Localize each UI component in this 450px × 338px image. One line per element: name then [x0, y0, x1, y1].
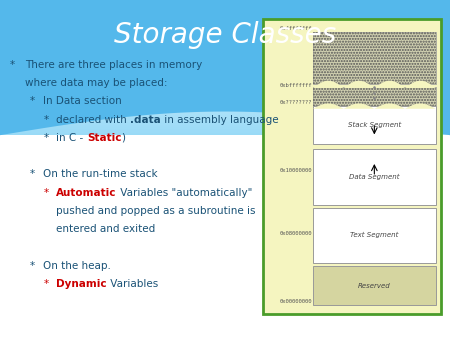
Text: Variables "automatically": Variables "automatically" — [117, 188, 252, 198]
Text: 0xbfffffff: 0xbfffffff — [279, 82, 312, 88]
PathPatch shape — [405, 103, 436, 109]
FancyBboxPatch shape — [263, 19, 441, 314]
Text: Dynamic: Dynamic — [56, 279, 107, 289]
Text: *: * — [44, 279, 49, 289]
PathPatch shape — [313, 103, 344, 109]
Text: .data: .data — [130, 115, 161, 125]
Text: In Data section: In Data section — [43, 96, 122, 106]
PathPatch shape — [374, 103, 405, 109]
Text: entered and exited: entered and exited — [56, 224, 156, 234]
Text: On the heap.: On the heap. — [43, 261, 111, 271]
PathPatch shape — [344, 81, 374, 88]
Text: *: * — [44, 133, 49, 143]
Text: Reserved: Reserved — [358, 283, 391, 289]
PathPatch shape — [313, 81, 344, 88]
FancyBboxPatch shape — [313, 149, 436, 205]
Text: *: * — [29, 169, 34, 179]
Text: 0x????????: 0x???????? — [279, 100, 312, 105]
Text: There are three places in memory: There are three places in memory — [25, 60, 202, 70]
FancyBboxPatch shape — [313, 106, 436, 144]
Text: pushed and popped as a subroutine is: pushed and popped as a subroutine is — [56, 206, 256, 216]
Text: Stack Segment: Stack Segment — [348, 122, 401, 128]
FancyBboxPatch shape — [313, 208, 436, 263]
PathPatch shape — [374, 81, 405, 88]
Text: *: * — [29, 261, 34, 271]
Text: On the run-time stack: On the run-time stack — [43, 169, 158, 179]
FancyBboxPatch shape — [313, 87, 436, 106]
Text: Static: Static — [87, 133, 121, 143]
Text: where data may be placed:: where data may be placed: — [25, 78, 167, 88]
Text: declared with: declared with — [56, 115, 130, 125]
Text: *: * — [29, 96, 34, 106]
Text: in assembly language: in assembly language — [161, 115, 279, 125]
FancyBboxPatch shape — [313, 266, 436, 306]
PathPatch shape — [405, 81, 436, 88]
Text: 0x00000000: 0x00000000 — [279, 299, 312, 305]
PathPatch shape — [0, 0, 450, 135]
Text: Variables: Variables — [107, 279, 158, 289]
Text: Data Segment: Data Segment — [349, 174, 400, 180]
Text: 0x08000000: 0x08000000 — [279, 231, 312, 236]
Text: *: * — [10, 60, 15, 70]
Text: *: * — [44, 188, 49, 198]
Text: 0xffffffff: 0xffffffff — [279, 26, 312, 31]
Text: 0x10000000: 0x10000000 — [279, 168, 312, 172]
PathPatch shape — [344, 103, 374, 109]
Text: ): ) — [121, 133, 125, 143]
Text: Text Segment: Text Segment — [350, 232, 399, 238]
Text: *: * — [44, 115, 49, 125]
FancyBboxPatch shape — [313, 32, 436, 84]
FancyBboxPatch shape — [0, 135, 450, 338]
Text: Storage Classes: Storage Classes — [114, 22, 336, 49]
Text: Automatic: Automatic — [56, 188, 117, 198]
Text: in C -: in C - — [56, 133, 87, 143]
